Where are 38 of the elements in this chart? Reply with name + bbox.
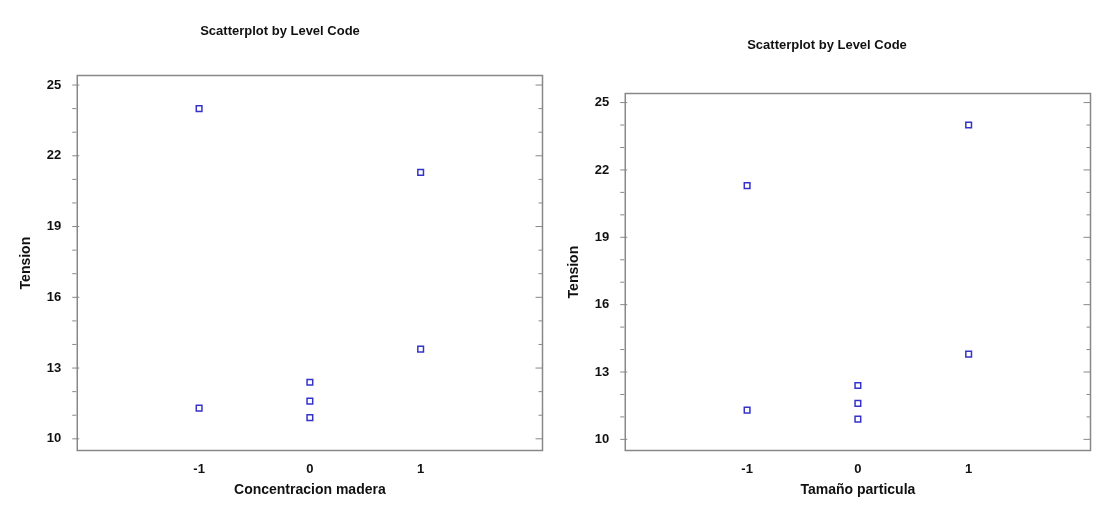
- y-tick-label: 13: [594, 363, 610, 379]
- point: [854, 381, 862, 390]
- point: [306, 414, 314, 422]
- x-tick-label: 0: [306, 460, 314, 476]
- y-tick-label: 22: [46, 147, 62, 163]
- y-tick-label: 10: [46, 430, 62, 446]
- x-axis-title: Tamaño particula: [800, 481, 916, 498]
- y-tick-label: 13: [46, 359, 62, 375]
- x-tick-label: -1: [741, 460, 753, 476]
- point: [417, 345, 425, 353]
- point: [195, 404, 203, 412]
- point: [854, 415, 862, 423]
- y-axis-title: Tension: [565, 245, 582, 299]
- y-tick-label: 19: [594, 228, 610, 244]
- y-tick-label: 22: [594, 161, 610, 177]
- point: [306, 378, 314, 386]
- point: [743, 406, 751, 414]
- y-axis-title: Tension: [17, 236, 34, 290]
- y-tick-label: 25: [594, 94, 610, 110]
- y-tick-label: 19: [46, 218, 62, 234]
- x-tick-label: 1: [417, 460, 425, 476]
- x-axis-title: Concentracion madera: [234, 481, 386, 498]
- x-tick-label: 0: [854, 460, 862, 476]
- x-tick-label: -1: [193, 460, 205, 476]
- point: [417, 168, 425, 176]
- point: [195, 105, 203, 113]
- point: [743, 182, 751, 190]
- y-tick-label: 16: [594, 296, 610, 312]
- y-tick-label: 10: [594, 430, 610, 446]
- y-tick-label: 16: [46, 288, 62, 304]
- chart-title: Scatterplot by Level Code: [200, 23, 360, 39]
- point: [965, 121, 973, 129]
- point: [965, 350, 973, 358]
- point: [306, 397, 314, 405]
- x-tick-label: 1: [965, 460, 973, 476]
- y-tick-label: 25: [46, 76, 62, 92]
- point: [854, 399, 862, 408]
- chart-title: Scatterplot by Level Code: [747, 37, 907, 53]
